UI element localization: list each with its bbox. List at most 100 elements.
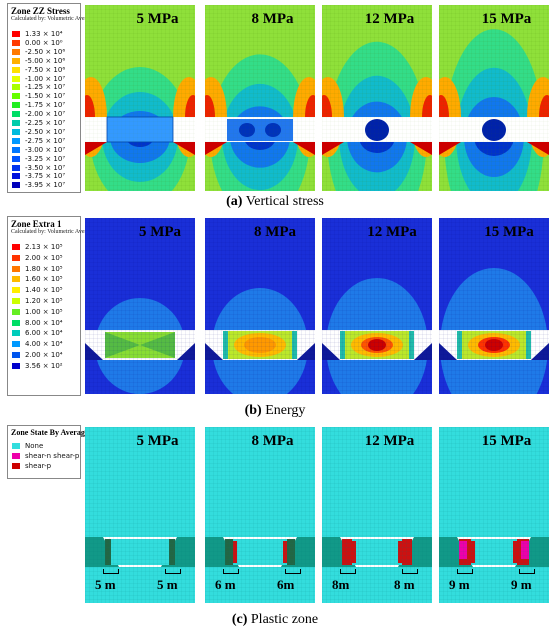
energy-legend-label: 1.20 × 10⁵ [25,297,63,305]
stress-panel: 5 MPa [85,5,195,191]
energy-legend-label: 1.40 × 10⁵ [25,286,63,295]
stress-legend-swatch [12,120,20,126]
energy-legend: Zone Extra 1 Calculated by: Volumetric A… [7,216,100,396]
energy-legend-entry: 3.56 × 10² [8,362,63,370]
stress-legend-label: -1.00 × 10⁷ [25,74,66,83]
plastic-caption-text: Plastic zone [247,612,319,627]
stress-legend-label: -3.25 × 10⁷ [25,154,66,163]
stress-legend-label: -1.50 × 10⁷ [25,92,66,101]
energy-legend-entry: 1.20 × 10⁵ [8,297,63,305]
stress-legend-swatch [12,39,20,46]
stress-legend-label: -5.00 × 10⁶ [25,56,66,65]
plastic-legend-label: shear-p [25,462,52,470]
stress-legend-swatch [12,93,20,100]
stress-legend-label: -3.75 × 10⁷ [25,172,66,181]
plastic-zone-width-label: 8 m [394,577,415,592]
energy-legend-swatch [12,352,20,358]
stress-legend-swatch [12,57,20,64]
stress-legend-entry: 1.33 × 10⁴ [8,30,63,38]
plastic-panel-title: 15 MPa [481,433,532,449]
energy-legend-label: 1.80 × 10⁵ [25,264,63,273]
energy-panel-title: 5 MPa [138,224,182,240]
stress-legend-swatch [12,84,20,91]
plastic-zone-width-bracket [340,569,356,574]
stress-legend-swatch [12,75,20,82]
plastic-zone-width-label: 6m [277,577,295,592]
plastic-zone-width-label: 8m [332,577,350,592]
energy-legend-entry: 2.00 × 10⁴ [8,351,63,359]
stress-legend-label: -7.50 × 10⁶ [25,65,66,74]
plastic-legend-entry: shear-n shear-p [8,452,79,460]
plastic-panel-title: 12 MPa [364,433,415,449]
stress-panel-title: 15 MPa [481,11,532,27]
plastic-legend-label: None [25,442,44,450]
stress-caption: (a) Vertical stress [0,194,550,210]
stress-caption-letter: (a) [226,194,243,209]
stress-caption-text: Vertical stress [242,194,324,209]
stress-legend-swatch [12,173,20,180]
stress-legend-entry: -3.25 × 10⁷ [8,155,65,163]
plastic-zone-width-bracket [103,569,119,574]
plastic-zone-width-bracket [285,569,301,574]
energy-legend-swatch [12,308,20,315]
energy-legend-entry: 1.80 × 10⁵ [8,265,63,273]
plastic-zone-width-label: 6 m [215,577,236,592]
energy-panel-title: 15 MPa [484,224,534,240]
stress-legend-swatch [12,128,20,135]
stress-legend-label: -3.00 × 10⁷ [25,145,66,154]
energy-legend-label: 2.00 × 10⁵ [25,253,63,262]
energy-legend-label: 2.13 × 10⁵ [25,243,63,251]
stress-legend-label: 0.00 × 10⁰ [25,38,63,47]
stress-legend-swatch [12,155,20,162]
energy-section: Zone Extra 1 Calculated by: Volumetric A… [0,213,550,423]
stress-legend-entry: -2.50 × 10⁶ [8,48,65,56]
energy-panel: 15 MPa [439,218,549,394]
energy-legend-entry: 6.00 × 10⁴ [8,329,63,337]
stress-legend-entry: -1.75 × 10⁷ [8,101,65,109]
energy-caption: (b) Energy [0,403,550,419]
plastic-zone-width-bracket [519,569,535,574]
stress-legend-swatch [12,146,20,153]
plastic-zone-width-bracket [165,569,181,574]
stress-legend-swatch [12,182,20,189]
plastic-panel: 15 MPa 9 m 9 m [439,427,549,603]
stress-legend-entry: -2.50 × 10⁷ [8,128,65,136]
stress-legend-entry: -3.75 × 10⁷ [8,172,65,180]
energy-legend-swatch [12,244,20,250]
energy-caption-text: Energy [261,403,306,418]
stress-legend-entry: -2.00 × 10⁷ [8,110,65,118]
plastic-legend-swatch [12,453,20,459]
stress-legend-entry: -2.75 × 10⁷ [8,137,65,145]
energy-legend-swatch [12,254,20,261]
plastic-legend-swatch [12,463,20,469]
plastic-legend: Zone State By Average None shear-n shear-… [7,425,88,479]
stress-legend-entry: -5.00 × 10⁶ [8,57,65,65]
energy-legend-label: 6.00 × 10⁴ [25,329,63,338]
plastic-panel-title: 8 MPa [251,433,294,449]
stress-legend-label: -2.75 × 10⁷ [25,136,66,145]
energy-legend-swatch [12,319,20,326]
energy-legend-entry: 1.40 × 10⁵ [8,286,63,294]
stress-legend-swatch [12,164,20,171]
stress-legend-label: -3.95 × 10⁷ [25,181,66,190]
plastic-zone-width-bracket [457,569,473,574]
plastic-zone-width-label: 9 m [511,577,532,592]
stress-panel-title: 12 MPa [364,11,415,27]
energy-legend-swatch [12,298,20,304]
stress-legend-entry: 0.00 × 10⁰ [8,39,63,47]
plastic-zone-width-label: 9 m [449,577,470,592]
energy-panel-title: 8 MPa [253,224,297,240]
energy-legend-swatch [12,287,20,294]
plastic-panel: 12 MPa 8m 8 m [322,427,432,603]
energy-panel-title: 12 MPa [367,224,417,240]
energy-legend-swatch [12,341,20,348]
stress-legend-entry: -1.00 × 10⁷ [8,75,65,83]
stress-legend-label: -1.75 × 10⁷ [25,101,66,110]
energy-legend-swatch [12,276,20,283]
energy-legend-swatch [12,330,20,337]
plastic-zone-width-label: 5 m [95,577,116,592]
energy-legend-label: 3.56 × 10² [25,361,63,370]
stress-legend-label: -3.50 × 10⁷ [25,163,66,172]
energy-legend-label: 1.00 × 10⁵ [25,307,63,316]
stress-legend-entry: -2.25 × 10⁷ [8,119,65,127]
